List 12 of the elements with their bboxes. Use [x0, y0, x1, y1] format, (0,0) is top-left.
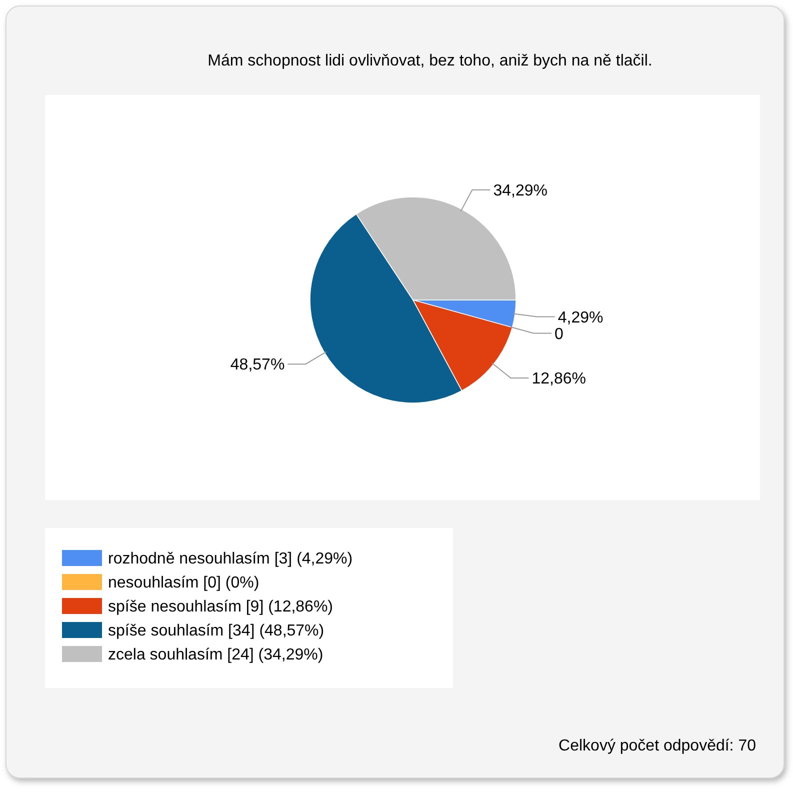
legend-label: zcela souhlasím [24] (34,29%)	[108, 646, 324, 664]
data-label: 12,86%	[532, 370, 586, 388]
data-label: 4,29%	[558, 309, 604, 326]
legend-label: spíše souhlasím [34] (48,57%)	[108, 622, 324, 640]
data-label: 34,29%	[493, 182, 548, 200]
legend-label: spíše nesouhlasím [9] (12,86%)	[108, 598, 334, 616]
legend-label: nesouhlasím [0] (0%)	[108, 574, 260, 592]
text: 0	[554, 326, 564, 343]
data-label: 48,57%	[230, 356, 285, 374]
legend-label: rozhodně nesouhlasím [3] (4,29%)	[108, 550, 353, 568]
text: Celkový počet odpovědí: 70	[558, 738, 756, 755]
chart-title: Mám schopnost lidi ovlivňovat, bez toho, aniž bych na ně tlačil.	[208, 52, 652, 70]
